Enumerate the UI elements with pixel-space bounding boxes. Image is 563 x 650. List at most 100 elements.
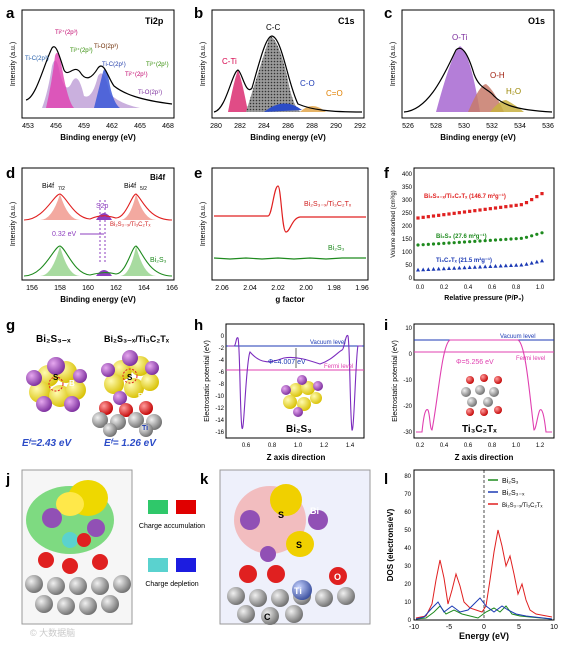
tick: 0.8	[512, 285, 521, 291]
peak-label: Bi4f	[124, 183, 136, 190]
tick: 290	[330, 123, 342, 130]
tick: 162	[110, 285, 122, 292]
tick: 462	[106, 123, 118, 130]
tick: -8	[219, 382, 225, 388]
atom-label: S	[127, 373, 133, 382]
data-point	[462, 240, 467, 244]
panel-k: k Bi S S O Ti C	[200, 469, 371, 625]
series-label: Bi₂S₃₋ₓ/Ti₃C₂Tₓ (146.7 m²g⁻¹)	[424, 193, 506, 200]
data-point	[468, 240, 472, 244]
tick: 150	[402, 237, 413, 243]
panel-letter: i	[384, 317, 388, 334]
tick: 288	[306, 123, 318, 130]
series-label: Bi₂S₃₋ₓ/Ti₃C₂Tₓ	[110, 222, 150, 228]
vacuum-level-label: Vacuum level	[310, 340, 346, 346]
data-point	[488, 264, 493, 268]
data-point	[472, 265, 477, 269]
ti3c2-cluster	[461, 374, 502, 416]
data-point	[421, 267, 426, 272]
tick: 1.0	[294, 443, 303, 449]
peak-sub: 5/2	[140, 186, 147, 192]
tick: 1.4	[346, 443, 355, 449]
panel-g: g Bi₂S₃₋ₓ Bi₂S₃₋ₓ/Ti₃C₂Tₓ S B S B	[6, 317, 170, 449]
y-ticks: 0 50 100 150 200 250 300 350 400	[402, 172, 413, 282]
tick: 536	[542, 123, 554, 130]
tick: 0	[408, 618, 412, 624]
tick: 1.2	[320, 443, 329, 449]
data-point	[504, 237, 508, 241]
data-point	[468, 209, 472, 213]
tick: 0.4	[440, 443, 449, 449]
tick: 200	[402, 224, 413, 230]
tick: 400	[402, 172, 413, 178]
work-function: Φ=5.256 eV	[456, 359, 494, 366]
data-point	[457, 265, 462, 270]
tick: 526	[402, 123, 414, 130]
tick: 164	[138, 285, 150, 292]
tick: 10	[550, 624, 558, 631]
atom-label: S	[296, 540, 302, 550]
tick: 286	[282, 123, 294, 130]
data-point	[514, 237, 518, 241]
peak-label: Ti-O(2p³)	[94, 44, 118, 50]
panel-title: C1s	[338, 16, 355, 26]
legend-label: Charge accumulation	[139, 523, 205, 530]
data-point	[452, 241, 456, 245]
tick: 158	[54, 285, 66, 292]
data-point	[529, 260, 534, 265]
data-point	[426, 242, 430, 246]
structure-title: Bi₂S₃₋ₓ	[36, 334, 71, 345]
legend-entry: Bi₂S₃₋ₓ	[502, 490, 525, 497]
tick: 284	[258, 123, 270, 130]
tick: 30	[404, 564, 411, 570]
data-point	[499, 238, 503, 242]
x-axis-label: Binding energy (eV)	[60, 133, 136, 142]
x-ticks: 2.06 2.04 2.02 2.00 1.98 1.96	[215, 285, 369, 292]
tick: 534	[514, 123, 526, 130]
tick: 156	[26, 285, 38, 292]
data-point	[473, 239, 477, 243]
atom-label: Ti	[294, 586, 302, 596]
tick: 0	[409, 352, 413, 358]
tick: 1.0	[512, 443, 521, 449]
fermi-level-label: Fermi level	[516, 356, 545, 362]
panel-title: O1s	[528, 16, 545, 26]
peak-label: Ti³⁺(2p³)	[70, 47, 93, 54]
panel-c: c O1s Intensity (a.u.) Binding energy (e…	[384, 5, 555, 142]
data-point	[540, 258, 544, 263]
data-point	[509, 263, 513, 267]
x-axis-label: Z axis direction	[455, 453, 514, 462]
x-ticks: 526 528 530 532 534 536	[402, 123, 554, 130]
peak-sub: 7/2	[58, 186, 65, 192]
peak-label: H₂O	[506, 87, 521, 96]
data-point	[462, 210, 467, 214]
data-point	[524, 262, 529, 266]
tick: 0.4	[464, 285, 473, 291]
data-point	[498, 263, 503, 268]
series-red	[416, 192, 544, 220]
y-ticks: 0 -2 -4 -6 -8 -10 -12 -14 -16	[215, 334, 224, 436]
panel-letter: j	[5, 471, 10, 488]
x-axis-label: Binding energy (eV)	[250, 133, 326, 142]
x-ticks: 0.6 0.8 1.0 1.2 1.4	[242, 443, 355, 449]
data-point	[416, 267, 420, 272]
data-point	[431, 242, 436, 246]
formation-energy: Eᶠ=2.43 eV	[22, 438, 72, 449]
x-axis-label: g factor	[275, 295, 304, 304]
vacuum-level-label: Vacuum level	[500, 334, 536, 340]
tick: -2	[219, 346, 225, 352]
data-point	[426, 215, 430, 219]
data-point	[447, 212, 451, 216]
peak-label: C-C	[266, 23, 280, 32]
data-point	[447, 266, 451, 270]
tick: 456	[50, 123, 62, 130]
data-point	[457, 211, 461, 215]
tick: 453	[22, 123, 34, 130]
peak-label: O-H	[490, 71, 505, 80]
peak-label: Ti²⁺(2p³)	[55, 29, 78, 36]
tick: 0	[482, 624, 486, 631]
tick: -4	[219, 358, 225, 364]
tick: 282	[234, 123, 246, 130]
y-axis-label: Intensity (a.u.)	[10, 202, 17, 246]
